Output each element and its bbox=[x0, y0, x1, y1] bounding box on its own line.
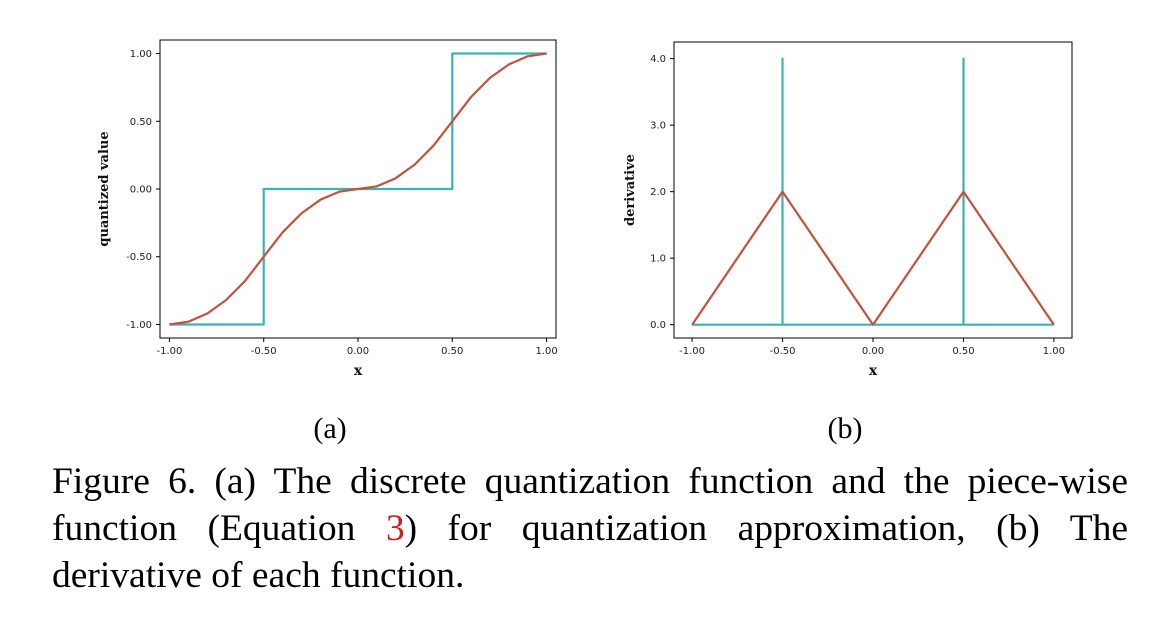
y-tick-label: 1.0 bbox=[650, 254, 666, 265]
y-axis-label: derivative bbox=[623, 154, 638, 226]
y-tick-label: 0.50 bbox=[130, 117, 152, 128]
y-axis-label: quantized value bbox=[97, 131, 112, 246]
y-tick-label: 0.00 bbox=[130, 185, 152, 196]
plot-frame bbox=[673, 41, 1073, 339]
y-tick-label: 1.00 bbox=[130, 49, 152, 60]
chart-panel-2: -1.00 -0.50 0.00 0.50 1.00 0.0 1.0 2.0 3.0 4.0 x de… bbox=[623, 41, 1073, 445]
x-tick-label: 0.50 bbox=[441, 346, 463, 357]
y-tick-label: -0.50 bbox=[126, 252, 152, 263]
x-axis-label: x bbox=[869, 363, 878, 379]
x-tick-label: 1.00 bbox=[1043, 346, 1065, 357]
caption-text-end: ) for quantization approximation, (b) Th… bbox=[52, 508, 1128, 596]
caption-text-start: Figure 6. (a) The discrete quantization … bbox=[52, 461, 1128, 549]
figure-caption: Figure 6. (a) The discrete quantization … bbox=[52, 458, 1128, 599]
x-axis-label: x bbox=[354, 363, 363, 379]
figure: -1.00 -0.50 0.00 0.50 1.00 -1.00 -0.50 0.00 0.50… bbox=[97, 39, 1073, 445]
x-tick-label: -1.00 bbox=[156, 346, 182, 357]
x-tick-label: -0.50 bbox=[770, 346, 796, 357]
series-line-2 bbox=[691, 190, 1055, 326]
x-tick-label: -0.50 bbox=[251, 346, 277, 357]
x-tick-label: 0.00 bbox=[862, 346, 884, 357]
y-tick-label: 3.0 bbox=[650, 121, 666, 132]
x-tick-label: -1.00 bbox=[679, 346, 705, 357]
chart-panel-1: -1.00 -0.50 0.00 0.50 1.00 -1.00 -0.50 0.00 0.50… bbox=[97, 39, 558, 445]
x-tick-label: 0.00 bbox=[347, 346, 369, 357]
panel-label: (a) bbox=[313, 412, 346, 445]
series-line-1 bbox=[692, 57, 1054, 326]
equation-link[interactable]: 3 bbox=[385, 508, 405, 549]
x-tick-label: 1.00 bbox=[535, 346, 557, 357]
y-tick-label: 2.0 bbox=[650, 187, 666, 198]
y-tick-label: -1.00 bbox=[126, 320, 152, 331]
x-tick-label: 0.50 bbox=[952, 346, 974, 357]
y-tick-label: 0.0 bbox=[650, 320, 666, 331]
panel-label: (b) bbox=[828, 412, 863, 445]
y-tick-label: 4.0 bbox=[650, 54, 666, 65]
series-line-2 bbox=[169, 52, 547, 326]
